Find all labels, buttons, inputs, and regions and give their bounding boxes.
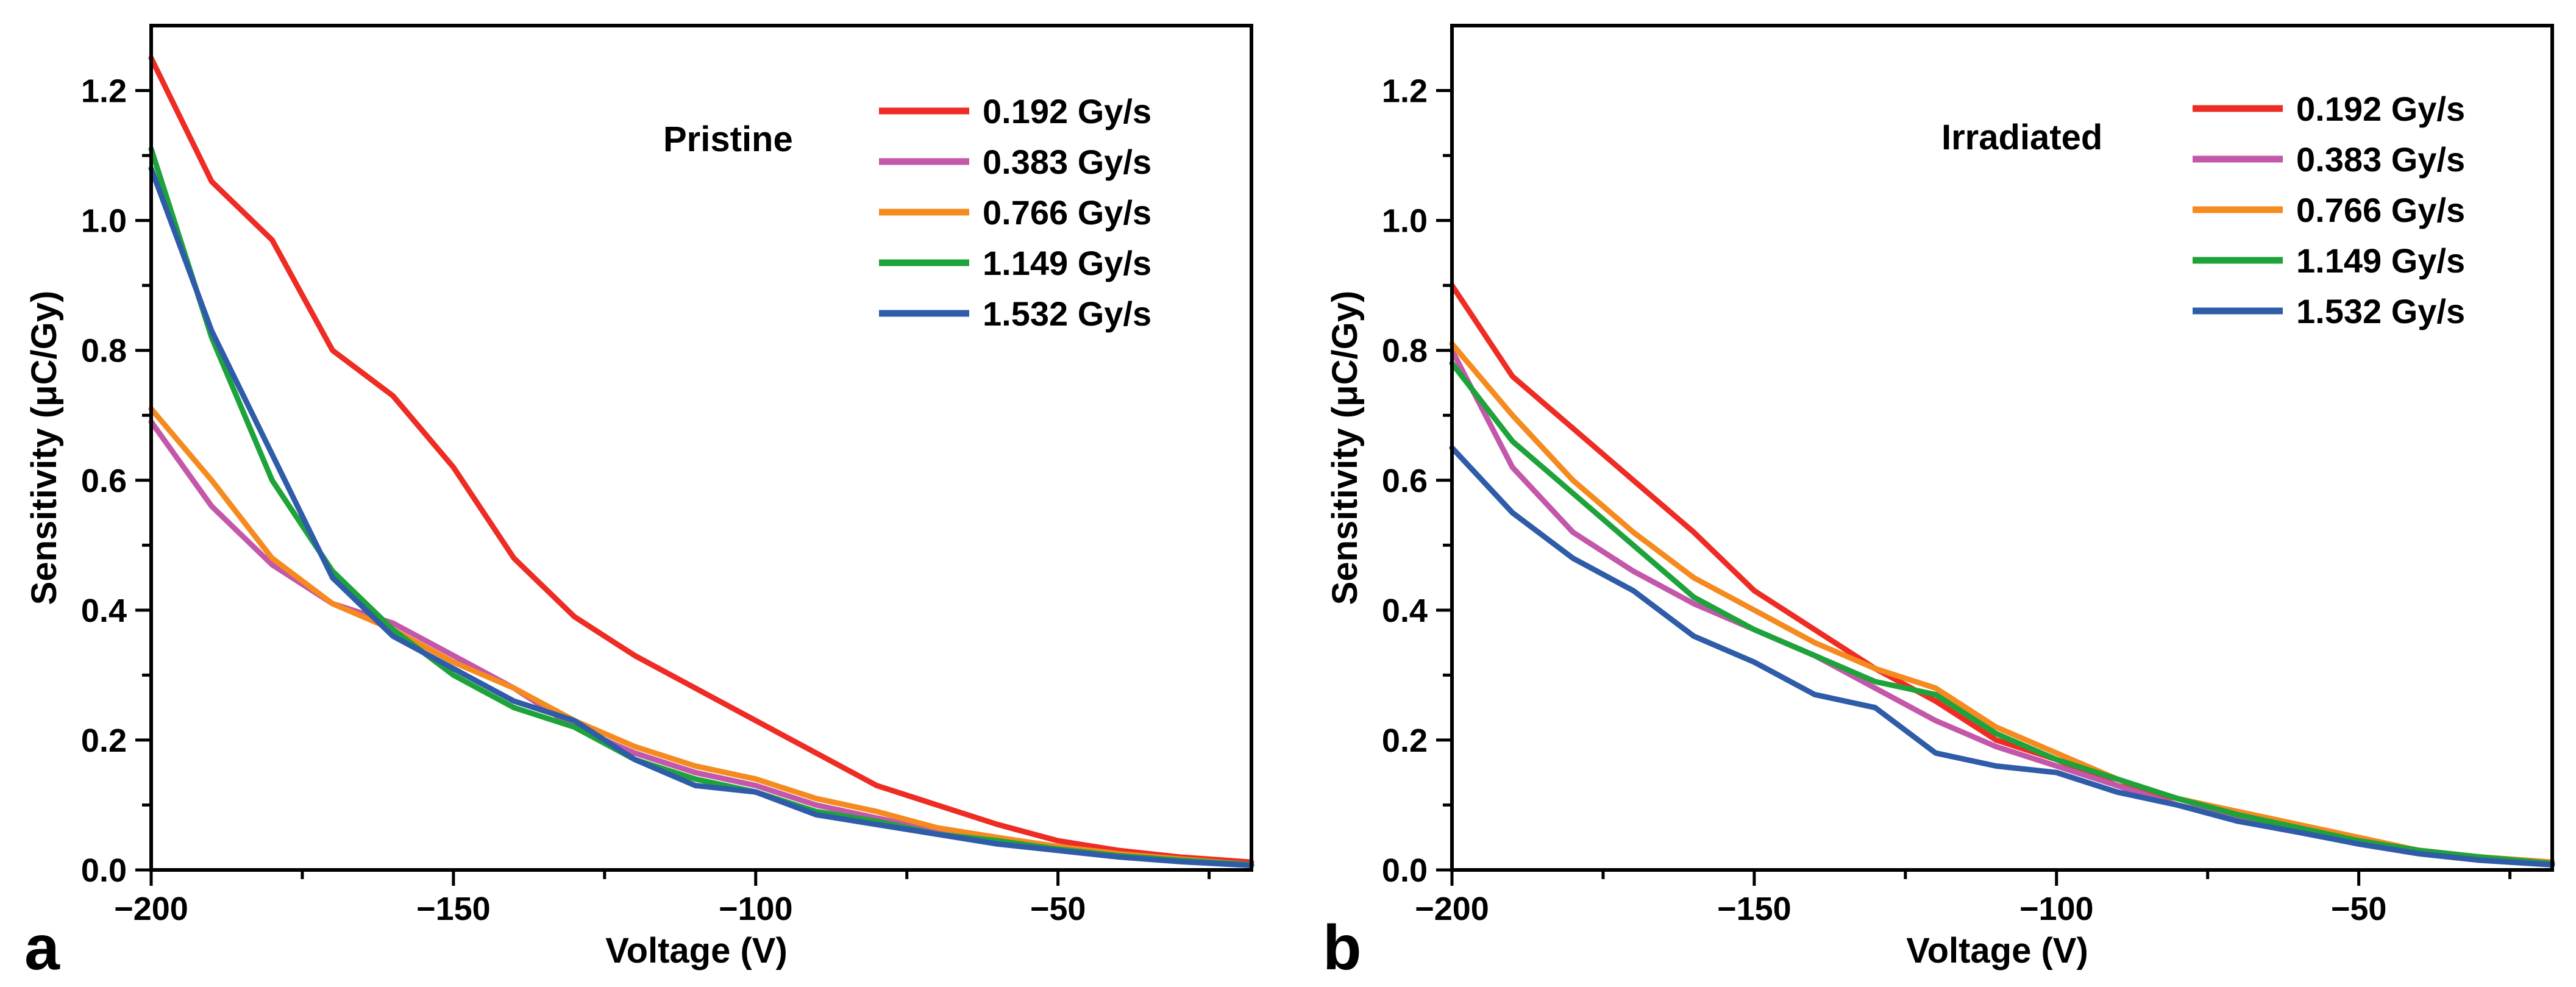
- legend-label: 1.149 Gy/s: [983, 244, 1151, 282]
- condition-annotation: Irradiated: [1941, 118, 2102, 157]
- series-line-4: [1449, 360, 2555, 866]
- x-axis: −200 −150 −100 −50: [1415, 870, 2512, 927]
- legend-item-1: 0.192 Gy/s: [879, 92, 1151, 130]
- y-tick-label: 1.0: [81, 203, 127, 240]
- y-tick-label: 0.8: [1382, 333, 1428, 369]
- series-line-1: [148, 55, 1254, 865]
- y-tick-label: 0.6: [1382, 463, 1428, 499]
- legend-item-3: 0.766 Gy/s: [879, 193, 1151, 232]
- y-tick-label: 0.8: [81, 333, 127, 369]
- y-tick-label: 0.4: [81, 593, 127, 629]
- x-tick-label: −200: [114, 891, 188, 927]
- x-tick-label: −200: [1415, 891, 1489, 927]
- legend: 0.192 Gy/s 0.383 Gy/s 0.766 Gy/s 1.149 Gy/s…: [879, 92, 1151, 333]
- legend-label: 1.149 Gy/s: [2296, 241, 2465, 280]
- series-line-3: [1449, 341, 2555, 865]
- series-line-5: [148, 165, 1254, 868]
- legend-label: 1.532 Gy/s: [983, 294, 1151, 333]
- series-lines: [1449, 282, 2555, 868]
- y-tick-label: 0.2: [1382, 722, 1428, 759]
- x-tick-label: −50: [2331, 891, 2387, 927]
- legend-label: 1.532 Gy/s: [2296, 292, 2465, 330]
- legend-label: 0.383 Gy/s: [2296, 140, 2465, 179]
- y-tick-label: 0.2: [81, 722, 127, 759]
- condition-annotation: Pristine: [663, 119, 793, 159]
- x-axis-title: Voltage (V): [605, 931, 788, 971]
- x-tick-label: −150: [1717, 891, 1791, 927]
- y-tick-label: 1.2: [1382, 73, 1428, 110]
- x-tick-label: −150: [416, 891, 491, 927]
- x-tick-label: −100: [719, 891, 793, 927]
- x-axis-title: Voltage (V): [1906, 931, 2088, 971]
- y-axis: 0.0 0.2 0.4 0.6 0.8 1.0 1.2: [81, 73, 151, 889]
- legend-item-2: 0.383 Gy/s: [2193, 140, 2465, 179]
- legend-item-1: 0.192 Gy/s: [2193, 90, 2465, 128]
- legend-item-2: 0.383 Gy/s: [879, 143, 1151, 181]
- panel-letter: a: [24, 913, 60, 983]
- legend-item-4: 1.149 Gy/s: [879, 244, 1151, 282]
- legend-label: 0.766 Gy/s: [2296, 191, 2465, 229]
- legend-label: 0.192 Gy/s: [983, 92, 1151, 130]
- y-tick-label: 0.0: [81, 852, 127, 889]
- legend-item-5: 1.532 Gy/s: [2193, 292, 2465, 330]
- plot-frame: [1450, 24, 2554, 872]
- x-tick-label: −50: [1030, 891, 1086, 927]
- legend-item-5: 1.532 Gy/s: [879, 294, 1151, 333]
- y-axis: 0.0 0.2 0.4 0.6 0.8 1.0 1.2: [1382, 73, 1452, 889]
- y-axis-title: Sensitivity (μC/Gy): [1325, 291, 1365, 605]
- chart-panel-b: −200 −150 −100 −50 0.0 0.2 0.4 0.6 0.8 1.0 1.2 Volt…: [1323, 24, 2555, 983]
- legend: 0.192 Gy/s 0.383 Gy/s 0.766 Gy/s 1.149 Gy/s…: [2193, 90, 2465, 330]
- x-tick-label: −100: [2019, 891, 2094, 927]
- y-tick-label: 1.2: [81, 73, 127, 110]
- panel-letter: b: [1323, 913, 1362, 983]
- chart-panel-a: −200 −150 −100 −50 0.0 0.2 0.4 0.6 0.8 1.0 1.2 Volt…: [24, 24, 1254, 983]
- series-lines: [148, 55, 1254, 868]
- plot-frame: [149, 24, 1253, 872]
- legend-label: 0.192 Gy/s: [2296, 90, 2465, 128]
- y-tick-label: 1.0: [1382, 203, 1428, 240]
- legend-item-4: 1.149 Gy/s: [2193, 241, 2465, 280]
- legend-item-3: 0.766 Gy/s: [2193, 191, 2465, 229]
- y-tick-label: 0.0: [1382, 852, 1428, 889]
- y-axis-title: Sensitivity (μC/Gy): [24, 291, 64, 605]
- y-tick-label: 0.6: [81, 463, 127, 499]
- y-tick-label: 0.4: [1382, 593, 1428, 629]
- x-axis: −200 −150 −100 −50: [114, 870, 1211, 927]
- legend-label: 0.383 Gy/s: [983, 143, 1151, 181]
- series-line-5: [1449, 445, 2555, 868]
- legend-label: 0.766 Gy/s: [983, 193, 1151, 232]
